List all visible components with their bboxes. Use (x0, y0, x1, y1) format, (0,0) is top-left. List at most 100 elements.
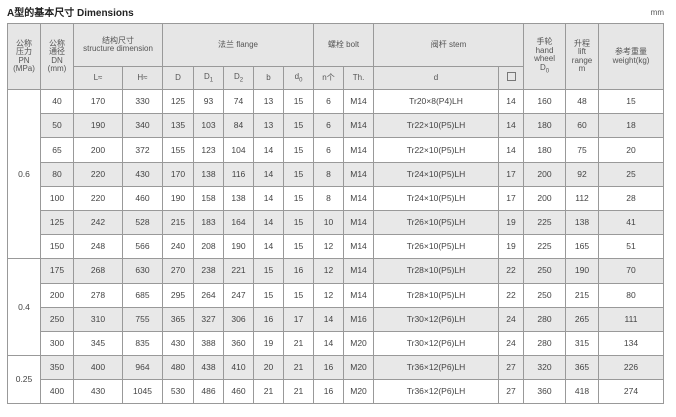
table-cell: 104 (223, 137, 254, 163)
table-cell: 170 (73, 88, 123, 115)
table-cell: Tr22×10(P5)LH (373, 113, 500, 139)
table-cell: 220 (73, 185, 123, 211)
table-cell: 75 (565, 137, 600, 163)
table-cell: 138 (223, 185, 254, 211)
table-row: 65 200 372 155 123 104 14 15 6 M14 Tr22×10(P5)LH 14… (8, 137, 665, 163)
table-cell: 16 (282, 258, 315, 284)
table-cell: 93 (193, 88, 224, 115)
table-cell: 158 (193, 185, 224, 211)
table-cell: Tr36×12(P6)LH (373, 355, 500, 381)
table-cell: M16 (343, 306, 375, 332)
table-cell: 460 (223, 379, 254, 405)
table-cell: Tr30×12(P6)LH (373, 306, 500, 332)
table-cell: 190 (565, 258, 600, 284)
table-cell: 306 (223, 306, 254, 332)
table-cell: 16 (313, 355, 345, 381)
table-cell: 135 (162, 113, 194, 139)
table-cell: 15 (253, 258, 284, 284)
table-row: 400 430 1045 530 486 460 21 21 16 M20 Tr36×12(P6)L… (8, 379, 665, 405)
table-cell: 16 (313, 379, 345, 405)
table-row: 125 242 528 215 183 164 14 15 10 M14 Tr26×10(P5)LH… (8, 209, 665, 236)
table-cell: 12 (313, 282, 345, 308)
table-cell: 430 (162, 330, 194, 357)
table-cell: Tr26×10(P5)LH (373, 234, 500, 260)
table-cell: 340 (122, 113, 163, 139)
header-square (498, 66, 525, 90)
table-cell: 112 (565, 185, 600, 211)
table-cell: 250 (40, 306, 74, 332)
table-cell: Tr28×10(P5)LH (373, 282, 500, 308)
table-cell: 100 (40, 185, 74, 211)
table-cell: 315 (565, 330, 600, 357)
table-cell: 14 (253, 185, 284, 211)
table-cell: 15 (282, 161, 315, 187)
table-cell: 125 (40, 209, 74, 236)
table-cell: Tr26×10(P5)LH (373, 209, 500, 236)
table-cell: 247 (223, 282, 254, 308)
table-cell: 400 (73, 355, 123, 381)
table-cell: 835 (122, 330, 163, 357)
table-cell: M20 (343, 330, 375, 357)
table-cell: 123 (193, 137, 224, 163)
table-cell: 250 (523, 258, 567, 284)
table-cell: 22 (498, 282, 525, 308)
header-handwheel: 手轮 hand wheel D0 (523, 23, 567, 90)
table-cell: 14 (253, 137, 284, 163)
table-cell: 365 (565, 355, 600, 381)
table-cell: 18 (598, 113, 665, 139)
table-cell: Tr28×10(P5)LH (373, 258, 500, 284)
table-cell: 175 (40, 258, 74, 284)
header-n: n个 (313, 66, 345, 90)
table-cell: 40 (40, 88, 74, 115)
table-cell: 180 (523, 113, 567, 139)
table-cell: 270 (162, 258, 194, 284)
table-cell: 22 (498, 258, 525, 284)
header-D1: D1 (193, 66, 224, 90)
table-cell: 630 (122, 258, 163, 284)
table-cell: 225 (523, 234, 567, 260)
header-d: d (373, 66, 500, 90)
header-d0: d0 (282, 66, 315, 90)
table-cell: 21 (282, 330, 315, 357)
table-cell: 183 (193, 209, 224, 236)
header-H: H≈ (122, 66, 163, 90)
table-cell: 200 (523, 161, 567, 187)
table-cell: 21 (253, 379, 284, 405)
table-cell: 24 (498, 330, 525, 357)
table-cell: 264 (193, 282, 224, 308)
table-row: 100 220 460 190 158 138 14 15 8 M14 Tr24×10(P5)LH 1… (8, 185, 665, 211)
table-cell: 48 (565, 88, 600, 115)
table-cell: 15 (282, 113, 315, 139)
section-title: A型的基本尺寸 Dimensions (7, 8, 134, 19)
table-cell: 350 (40, 355, 74, 381)
table-row: 150 248 566 240 208 190 14 15 12 M14 Tr26×10(P5)LH… (8, 234, 665, 260)
table-cell: 21 (282, 379, 315, 405)
table-cell: 200 (523, 185, 567, 211)
table-cell: 103 (193, 113, 224, 139)
table-cell: 15 (282, 137, 315, 163)
table-cell: 486 (193, 379, 224, 405)
table-row: 250 310 755 365 327 306 16 17 14 M16 Tr30×12(P6)LH… (8, 306, 665, 332)
table-cell: 438 (193, 355, 224, 381)
table-cell: 155 (162, 137, 194, 163)
header-weight: 参考重量 weight(kg) (598, 23, 665, 90)
table-cell: 84 (223, 113, 254, 139)
table-cell: 242 (73, 209, 123, 236)
table-cell: 14 (253, 161, 284, 187)
dimensions-table: 公称 压力 PN (MPa) 公称 通径 DN (mm) 结构尺寸 structure dim… (7, 23, 665, 405)
table-cell: 41 (598, 209, 665, 236)
table-cell: 238 (193, 258, 224, 284)
table-cell: 28 (598, 185, 665, 211)
table-cell: 15 (282, 282, 315, 308)
header-dn: 公称 通径 DN (mm) (40, 23, 74, 90)
table-cell: 180 (523, 137, 567, 163)
table-cell: 320 (523, 355, 567, 381)
header-stem: 阀杆 stem (373, 23, 525, 67)
table-cell: M14 (343, 282, 375, 308)
table-cell: 268 (73, 258, 123, 284)
table-cell: 14 (253, 209, 284, 236)
table-cell: 15 (282, 88, 315, 115)
table-cell: M14 (343, 185, 375, 211)
table-cell: 755 (122, 306, 163, 332)
table-cell: 215 (162, 209, 194, 236)
